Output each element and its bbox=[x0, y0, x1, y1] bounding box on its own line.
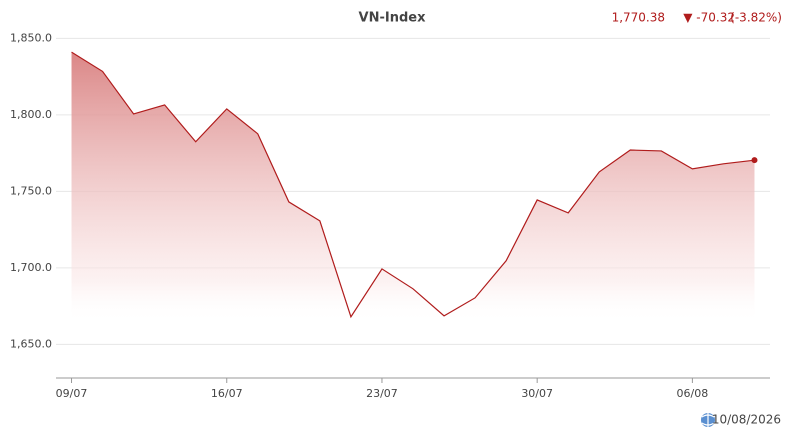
y-tick-label: 1,850.0 bbox=[10, 31, 52, 44]
change-pct: (-3.82%) bbox=[730, 11, 782, 25]
y-tick-label: 1,750.0 bbox=[10, 184, 52, 197]
y-tick-label: 1,650.0 bbox=[10, 337, 52, 350]
x-tick-label: 09/07 bbox=[56, 387, 88, 400]
area bbox=[71, 52, 755, 323]
change: ▼ -70.32 bbox=[683, 11, 735, 25]
x-tick-label: 16/07 bbox=[211, 387, 243, 400]
plot: 1,650.0 1,700.0 1,750.0 1,800.0 1,850.0 09/07… bbox=[10, 31, 770, 400]
globe-icon bbox=[701, 413, 715, 427]
date: 10/08/2026 bbox=[712, 413, 781, 427]
y-tick-label: 1,800.0 bbox=[10, 108, 52, 121]
x-tick-label: 06/08 bbox=[677, 387, 709, 400]
last-point bbox=[751, 157, 758, 164]
x-tick-label: 23/07 bbox=[366, 387, 398, 400]
line bbox=[71, 51, 755, 319]
price: 1,770.38 bbox=[612, 11, 665, 25]
chart-title: VN-Index bbox=[359, 11, 427, 26]
x-tick-label: 30/07 bbox=[521, 387, 553, 400]
y-tick-label: 1,700.0 bbox=[10, 261, 52, 274]
